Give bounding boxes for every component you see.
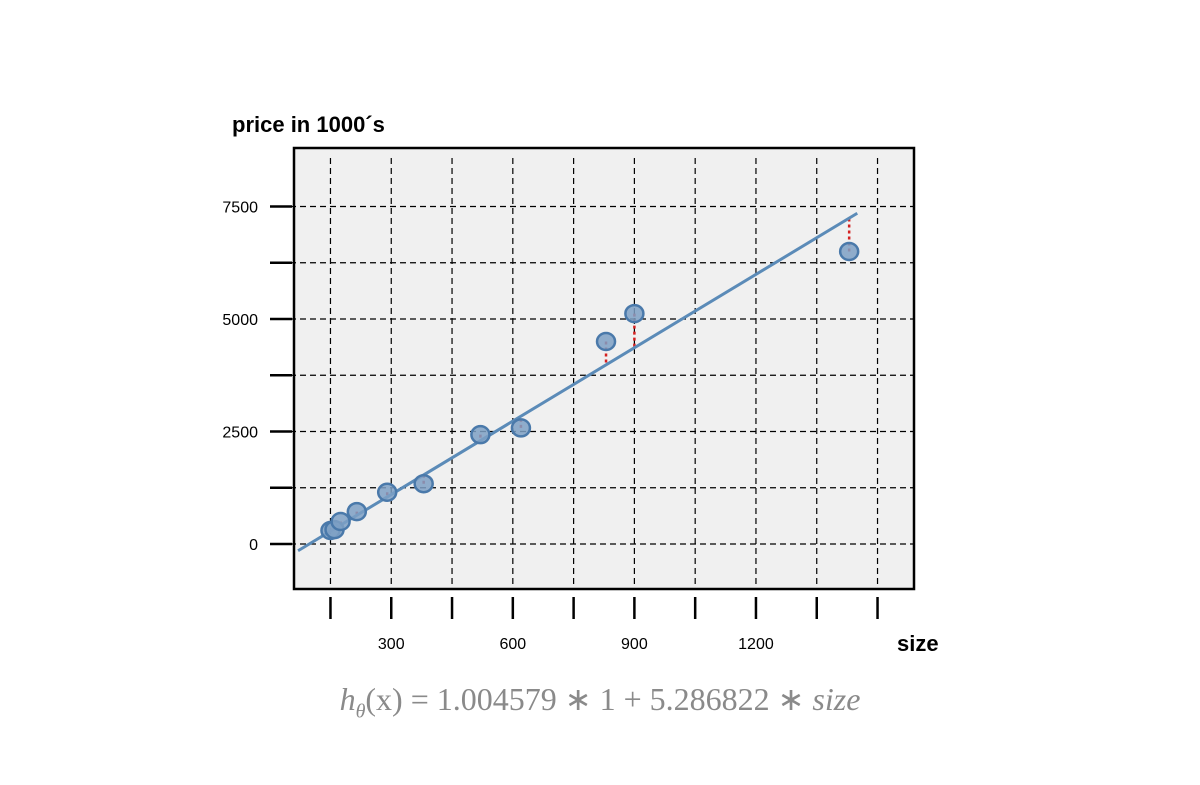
y-tick-label: 7500 [222,200,258,217]
formula-body: (x) = 1.004579 ∗ 1 + 5.286822 ∗ [365,681,813,717]
x-axis-label: size [897,631,939,656]
y-tick-label: 0 [249,537,258,554]
data-points [320,241,860,541]
data-point [346,501,368,522]
data-point [330,511,351,532]
y-tick-label: 2500 [222,425,258,442]
plot-background [292,146,916,591]
formula-size: size [812,681,861,717]
data-point [595,331,617,352]
data-point [376,482,398,502]
x-tick-label: 300 [378,636,405,653]
data-point [470,424,491,445]
hypothesis-formula: hθ(x) = 1.004579 ∗ 1 + 5.286822 ∗ size [0,680,1200,723]
formula-theta: θ [355,700,366,723]
y-axis-label: price in 1000´s [232,112,385,137]
y-tick-label: 5000 [222,312,258,329]
data-point [838,241,860,262]
data-point [510,418,532,438]
formula-h: h [339,681,356,717]
x-tick-label: 1200 [738,636,774,653]
x-tick-label: 900 [621,636,648,653]
grid-lines [270,158,914,589]
y-axis-ticks: 0 2500 5000 7500 [222,200,292,554]
data-point [624,303,645,324]
x-axis-ticks: 300 600 900 1200 [329,597,879,653]
data-point [413,473,434,494]
x-tick-label: 600 [499,636,526,653]
